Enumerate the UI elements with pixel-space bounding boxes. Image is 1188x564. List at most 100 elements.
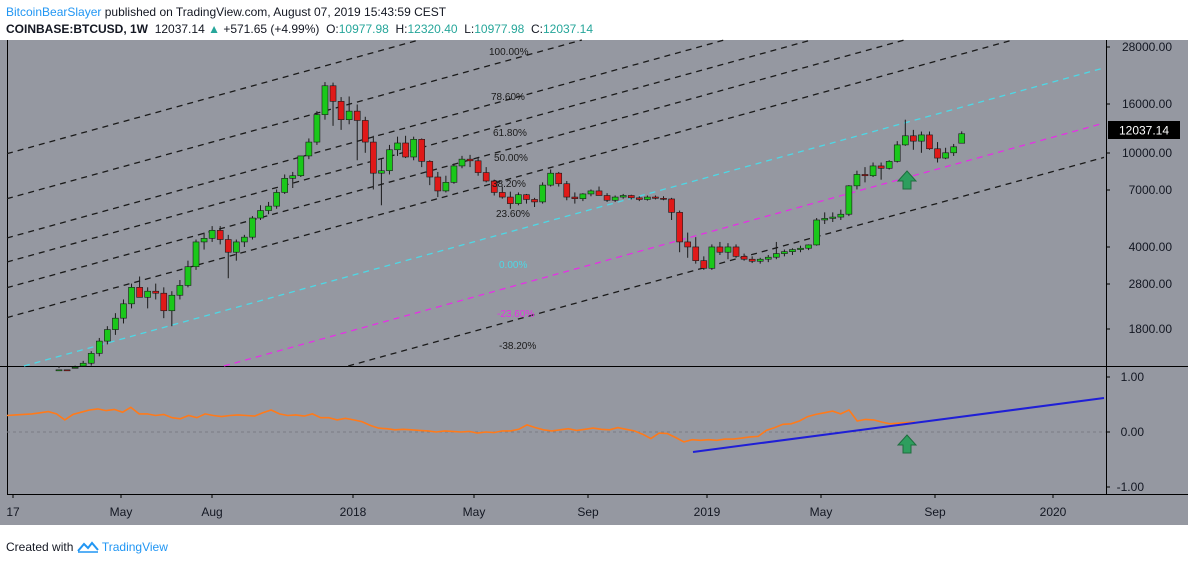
close-label: C: <box>530 22 543 36</box>
candle <box>547 169 554 187</box>
fib-label-1: 78.60% <box>491 92 525 103</box>
candle <box>249 216 256 240</box>
candle <box>120 299 127 324</box>
candle <box>450 163 458 184</box>
fib-line-5 <box>6 39 1013 319</box>
candle <box>313 111 321 145</box>
price-tick-label: 28000.00 <box>1122 40 1172 54</box>
candle <box>660 196 667 201</box>
candle <box>297 155 305 178</box>
left-strip <box>0 40 7 494</box>
candle <box>329 82 337 126</box>
candle <box>386 144 393 175</box>
candle <box>918 131 925 153</box>
candlestick-series <box>55 82 966 372</box>
candle <box>708 244 716 270</box>
candle <box>394 136 401 156</box>
price-tick-label: 1800.00 <box>1129 322 1173 336</box>
candle <box>555 171 563 187</box>
candle <box>241 234 248 247</box>
candle <box>184 260 192 288</box>
candle <box>112 313 119 335</box>
time-tick-label: May <box>810 505 833 519</box>
fib-label-4: 38.20% <box>492 179 526 190</box>
candle <box>289 171 297 188</box>
candle <box>797 245 804 253</box>
fib-level-labels: 100.00% 78.60% 61.80% 50.00% 38.20% 23.60% 0.0… <box>489 47 536 352</box>
candle <box>781 249 788 257</box>
time-tick-label: May <box>110 505 133 519</box>
time-tick-label: 2020 <box>1040 505 1067 519</box>
candle <box>829 212 837 222</box>
candle <box>71 365 79 369</box>
candle <box>724 243 732 260</box>
time-axis-labels: 17 May Aug 2018 May Sep 2019 May Sep 2020 <box>6 494 1067 519</box>
candle <box>700 256 708 270</box>
fib-line-4 <box>6 39 905 289</box>
candle <box>603 193 611 202</box>
fib-line-0 <box>6 39 420 155</box>
candle <box>579 193 587 202</box>
candle <box>732 244 740 258</box>
time-tick-label: 17 <box>6 505 20 519</box>
oscillator-line <box>6 406 916 443</box>
fib-label-6: 0.00% <box>499 260 527 271</box>
candle <box>684 232 691 258</box>
author-link[interactable]: BitcoinBearSlayer <box>6 5 102 19</box>
tradingview-logo-icon <box>76 541 99 556</box>
candle <box>426 160 434 186</box>
candle <box>531 197 538 208</box>
candle <box>96 337 103 357</box>
candle <box>160 287 168 319</box>
candle <box>926 131 933 150</box>
candle <box>692 237 700 264</box>
candle <box>418 138 426 168</box>
candle <box>740 253 748 261</box>
published-text: published on TradingView.com, August 07,… <box>104 5 447 19</box>
candle <box>337 97 345 130</box>
candle <box>950 143 957 156</box>
time-tick-label: Sep <box>577 505 599 519</box>
last-price-label: 12037.14 <box>1119 124 1169 138</box>
candle <box>200 232 208 250</box>
candle <box>644 195 651 201</box>
candle <box>361 116 369 153</box>
candle <box>321 82 329 120</box>
candle <box>128 283 135 309</box>
candle <box>55 366 63 372</box>
candle <box>515 192 522 206</box>
fib-label-8: -38.20% <box>499 341 536 352</box>
candle <box>668 197 675 220</box>
candle <box>539 182 546 204</box>
fib-label-3: 50.00% <box>494 153 528 164</box>
time-tick-label: Sep <box>924 505 946 519</box>
change-arrow-icon: ▲ <box>208 22 220 36</box>
price-tick-label: 4000.00 <box>1129 240 1173 254</box>
candle <box>257 205 264 220</box>
price-tick-label: 16000.00 <box>1122 97 1172 111</box>
candle <box>756 257 764 264</box>
last-price-tag: 12037.14 <box>1108 121 1180 139</box>
candle <box>861 167 869 183</box>
candle <box>273 189 280 209</box>
candle <box>507 191 514 209</box>
candle <box>370 135 377 190</box>
candle <box>636 196 643 202</box>
tradingview-brand-link[interactable]: TradingView <box>101 540 168 554</box>
candle <box>265 201 272 215</box>
time-axis-background <box>0 494 1188 525</box>
candle <box>587 189 595 197</box>
candle <box>442 175 450 193</box>
candle <box>821 212 829 225</box>
time-tick-label: May <box>463 505 486 519</box>
high-label: H: <box>395 22 408 36</box>
time-tick-label: 2018 <box>340 505 367 519</box>
candle <box>281 174 288 194</box>
symbol-name: COINBASE:BTCUSD, 1W <box>6 22 149 36</box>
candle <box>410 136 417 161</box>
high-value: 12320.40 <box>407 22 458 36</box>
oscillator-trendline[interactable] <box>692 397 1105 453</box>
price-axis-background <box>1106 40 1188 494</box>
candle <box>805 244 812 251</box>
candle <box>466 154 474 168</box>
